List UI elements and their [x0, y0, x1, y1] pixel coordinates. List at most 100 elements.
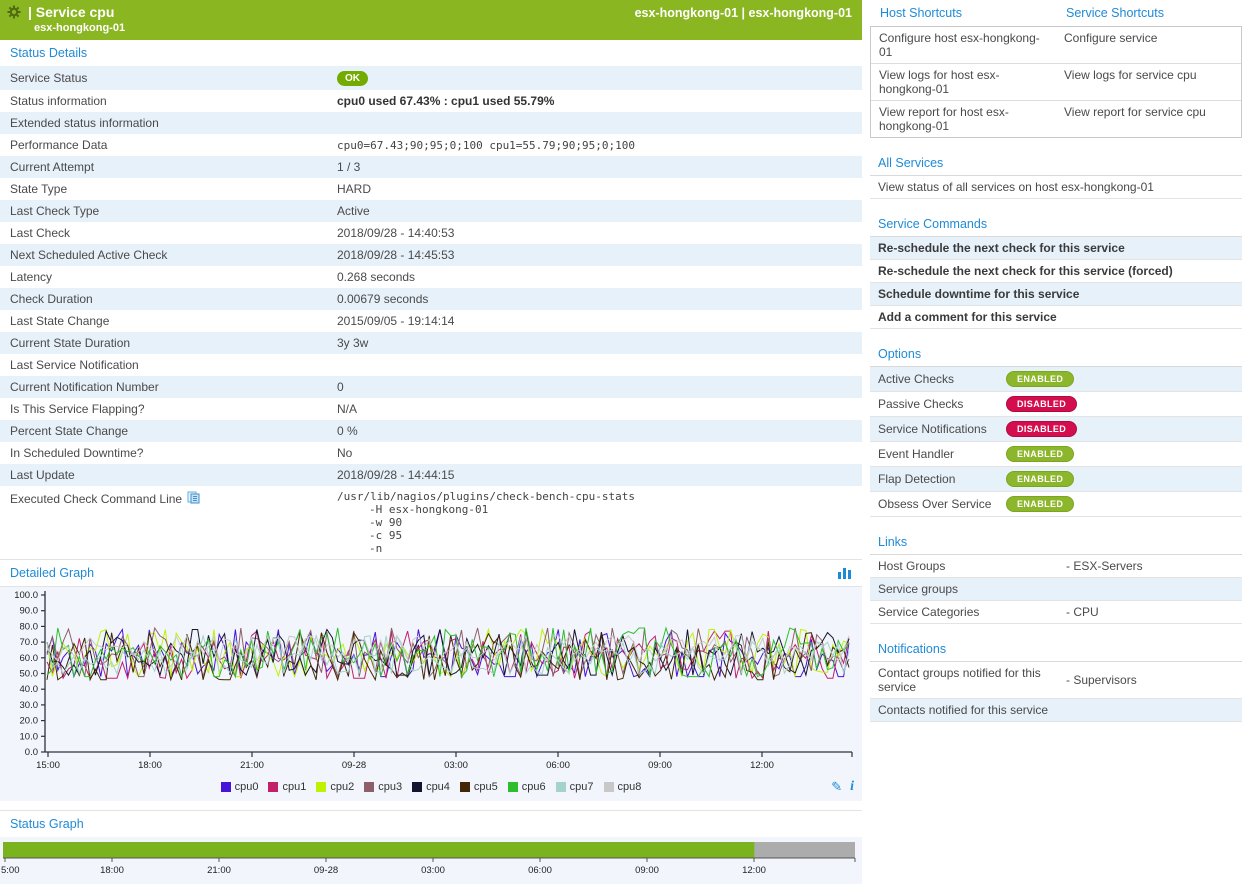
svg-text:100.0: 100.0: [14, 590, 38, 601]
status-row-value: 0.00679 seconds: [337, 292, 429, 306]
host-shortcut-link[interactable]: View report for host esx-hongkong-01: [879, 105, 1009, 133]
bar-chart-icon[interactable]: [838, 567, 852, 579]
link-label: Host Groups: [878, 559, 946, 573]
status-row: Service Status OK: [0, 66, 862, 90]
status-row-label-text: Executed Check Command Line: [10, 491, 183, 506]
graph-legend: cpu0 cpu1 cpu2 cpu3 cpu4 cpu5 cpu6 cpu7 cpu8 ✎ i: [0, 778, 862, 801]
status-row-label: Executed Check Command Line: [0, 486, 337, 511]
status-segment-ok: [3, 842, 755, 858]
status-row-label-text: Last Check: [10, 226, 71, 240]
status-row-label: Latency: [0, 266, 337, 288]
svg-text:60.0: 60.0: [20, 653, 39, 664]
detailed-graph-heading[interactable]: Detailed Graph: [10, 566, 95, 580]
page-subtitle-host[interactable]: esx-hongkong-01: [34, 22, 126, 34]
shortcut-row: View report for host esx-hongkong-01 View…: [871, 101, 1241, 137]
command-line: -c 95: [369, 529, 403, 542]
status-details-table: Service Status OK Status information cpu0 u…: [0, 66, 862, 559]
notifications-section: Notifications Contact groups notified fo…: [870, 637, 1242, 722]
status-row-label: Service Status: [0, 67, 337, 89]
service-command-link[interactable]: Re-schedule the next check for this serv…: [870, 260, 1242, 283]
svg-text:0.0: 0.0: [25, 747, 38, 758]
option-label: Passive Checks: [878, 397, 964, 411]
service-shortcuts-heading[interactable]: Service Shortcuts: [1066, 6, 1164, 20]
shortcut-row: Configure host esx-hongkong-01 Configure …: [871, 27, 1241, 64]
status-row-value: 2018/09/28 - 14:45:53: [337, 248, 455, 262]
link-value[interactable]: - ESX-Servers: [1066, 559, 1143, 573]
command-line: -w 90: [369, 516, 403, 529]
option-row: Service Notifications DISABLED: [870, 417, 1242, 442]
status-row-label: Current Notification Number: [0, 376, 337, 398]
option-label: Service Notifications: [878, 422, 987, 436]
service-command-link[interactable]: Schedule downtime for this service: [870, 283, 1242, 306]
option-state-pill[interactable]: ENABLED: [1006, 496, 1075, 512]
status-row: Performance Data cpu0=67.43;90;95;0;100 c…: [0, 134, 862, 156]
option-state-pill[interactable]: ENABLED: [1006, 446, 1075, 462]
status-row-label-text: In Scheduled Downtime?: [10, 446, 144, 460]
status-row-value: 2015/09/05 - 19:14:14: [337, 314, 455, 328]
option-state-pill[interactable]: DISABLED: [1006, 421, 1078, 437]
service-command-link[interactable]: Re-schedule the next check for this serv…: [870, 237, 1242, 260]
status-row-label: Current State Duration: [0, 332, 337, 354]
status-row-label: Current Attempt: [0, 156, 337, 178]
detailed-graph-heading-row: Detailed Graph: [0, 559, 862, 587]
status-graph-block: 5:00 18:00 21:00 09-28 03:00 06:00 09:00 12:00: [0, 837, 862, 884]
status-row: Executed Check Command Line/usr/lib/nagi…: [0, 486, 862, 559]
legend-swatch-cpu0: [220, 782, 231, 792]
status-row-label: Percent State Change: [0, 420, 337, 442]
status-row: Next Scheduled Active Check 2018/09/28 - …: [0, 244, 862, 266]
status-row: Percent State Change 0 %: [0, 420, 862, 442]
status-row: Last Check 2018/09/28 - 14:40:53: [0, 222, 862, 244]
legend-swatch-cpu6: [507, 782, 518, 792]
status-row-value: cpu0=67.43;90;95;0;100 cpu1=55.79;90;95;…: [337, 138, 636, 152]
legend-item-cpu3: cpu3: [364, 781, 402, 793]
option-state-pill[interactable]: DISABLED: [1006, 396, 1078, 412]
host-shortcuts-heading[interactable]: Host Shortcuts: [880, 6, 962, 20]
legend-label: cpu0: [234, 781, 259, 793]
status-row: Status information cpu0 used 67.43% : cpu…: [0, 90, 862, 112]
option-row: Passive Checks DISABLED: [870, 392, 1242, 417]
info-icon[interactable]: i: [850, 779, 854, 794]
header-host-breadcrumb[interactable]: esx-hongkong-01 | esx-hongkong-01: [634, 6, 852, 20]
notification-label: Contacts notified for this service: [878, 703, 1049, 717]
options-heading[interactable]: Options: [870, 342, 1242, 367]
main-column: | Service cpu esx-hongkong-01 esx-hongko…: [0, 0, 862, 884]
pencil-icon[interactable]: ✎: [831, 779, 843, 794]
service-shortcut-link[interactable]: View report for service cpu: [1064, 105, 1206, 119]
status-row-label-text: Extended status information: [10, 116, 159, 130]
all-services-heading[interactable]: All Services: [870, 151, 1242, 176]
status-row-label: Status information: [0, 90, 337, 112]
status-row-label: Last Check Type: [0, 200, 337, 222]
svg-text:09-28: 09-28: [342, 760, 366, 771]
right-column: Host Shortcuts Service Shortcuts Configu…: [870, 0, 1242, 735]
all-services-link[interactable]: View status of all services on host esx-…: [870, 176, 1242, 199]
clipboard-icon[interactable]: [187, 490, 200, 507]
legend-item-cpu2: cpu2: [316, 781, 354, 793]
host-shortcut-link[interactable]: View logs for host esx-hongkong-01: [879, 68, 1000, 96]
link-value[interactable]: - CPU: [1066, 605, 1099, 619]
shortcut-row: View logs for host esx-hongkong-01 View l…: [871, 64, 1241, 101]
option-state-pill[interactable]: ENABLED: [1006, 471, 1075, 487]
notification-value[interactable]: - Supervisors: [1066, 673, 1137, 687]
svg-text:30.0: 30.0: [20, 700, 39, 711]
host-shortcut-link[interactable]: Configure host esx-hongkong-01: [879, 31, 1040, 59]
link-row: Service groups: [870, 578, 1242, 601]
notifications-heading[interactable]: Notifications: [870, 637, 1242, 662]
links-heading[interactable]: Links: [870, 530, 1242, 555]
status-details-heading[interactable]: Status Details: [0, 40, 862, 66]
service-command-link[interactable]: Add a comment for this service: [870, 306, 1242, 329]
service-shortcut-link[interactable]: Configure service: [1064, 31, 1158, 45]
legend-item-cpu6: cpu6: [507, 781, 546, 793]
status-row-label-text: Percent State Change: [10, 424, 129, 438]
shortcuts-section: Host Shortcuts Service Shortcuts Configu…: [870, 2, 1242, 138]
link-label: Service Categories: [878, 605, 980, 619]
gear-icon[interactable]: [6, 4, 22, 20]
service-commands-heading[interactable]: Service Commands: [870, 212, 1242, 237]
status-row: Latency 0.268 seconds: [0, 266, 862, 288]
status-row-label-text: Current Attempt: [10, 160, 95, 174]
status-row-value: cpu0 used 67.43% : cpu1 used 55.79%: [337, 94, 555, 108]
status-row: Is This Service Flapping? N/A: [0, 398, 862, 420]
option-state-pill[interactable]: ENABLED: [1006, 371, 1075, 387]
service-shortcut-link[interactable]: View logs for service cpu: [1064, 68, 1197, 82]
status-graph-heading[interactable]: Status Graph: [0, 810, 862, 837]
legend-swatch-cpu2: [316, 782, 327, 792]
